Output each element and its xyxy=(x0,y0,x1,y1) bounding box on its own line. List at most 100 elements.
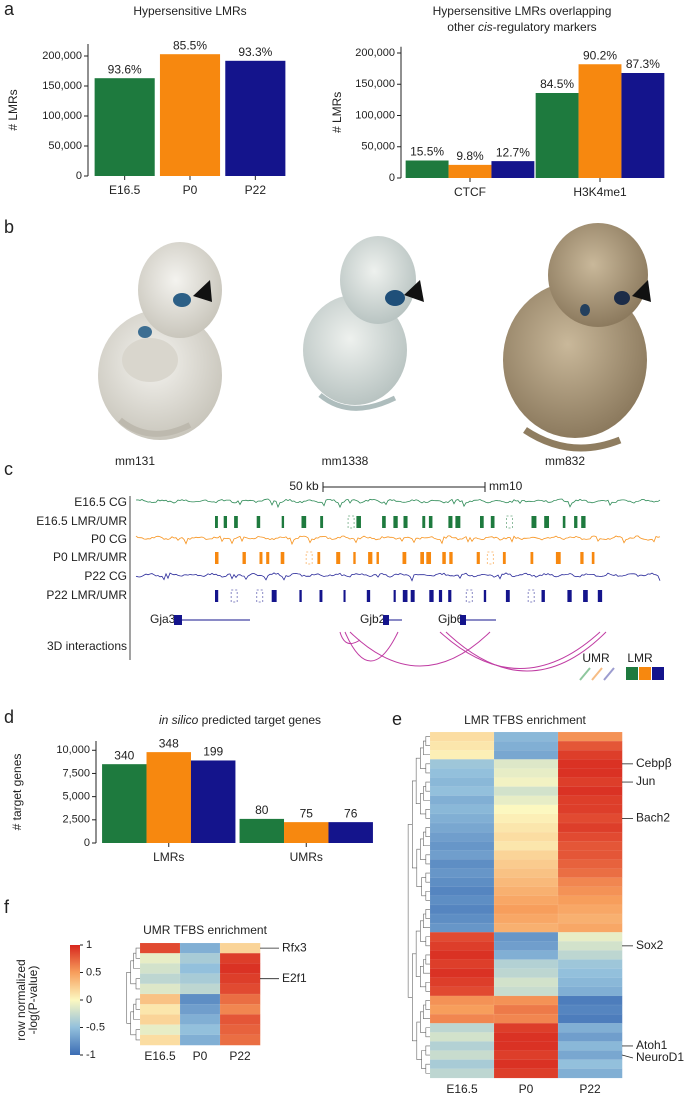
heatmap-cell xyxy=(429,1004,495,1015)
panel-label: c xyxy=(4,459,13,479)
region-mark xyxy=(502,552,506,564)
panel-label: b xyxy=(4,217,14,237)
heatmap-cell xyxy=(493,750,559,760)
gene-exon xyxy=(174,615,182,625)
heatmap-cell xyxy=(219,983,261,995)
interaction-arcs xyxy=(339,631,607,672)
x-tick-label: P0 xyxy=(183,183,198,197)
heatmap-cell xyxy=(429,868,495,879)
assembly-label: mm10 xyxy=(489,479,523,493)
region-mark xyxy=(555,552,561,564)
heatmap-cell xyxy=(429,1050,495,1061)
row-label: Rfx3 xyxy=(282,940,307,954)
bar-label: 75 xyxy=(300,806,314,820)
bar-label: 80 xyxy=(255,803,269,817)
heatmap-cell xyxy=(429,922,495,933)
region-mark xyxy=(527,589,535,603)
genome-track: 50 kb mm10 Gja3 Gjb2 Gjb6 3D interaction… xyxy=(47,479,664,681)
legend-lmr xyxy=(652,667,664,680)
heatmap-cell xyxy=(557,995,623,1006)
heatmap-cell xyxy=(557,868,623,879)
bar-label: 84.5% xyxy=(540,77,574,91)
panel-labels: a b c d e f xyxy=(4,0,402,917)
heatmap-cell xyxy=(557,768,623,778)
region-mark xyxy=(403,516,408,528)
region-mark xyxy=(422,516,426,528)
dendrogram xyxy=(135,998,140,1010)
heatmap-cell xyxy=(493,959,559,970)
bar xyxy=(578,64,622,178)
heatmap-cell xyxy=(139,973,181,985)
bar-label: 199 xyxy=(203,745,223,759)
heatmap-cell xyxy=(493,841,559,851)
heatmap-cell xyxy=(179,1004,221,1015)
heatmap-cell xyxy=(493,977,559,988)
region-mark xyxy=(402,552,407,564)
track-label: P22 CG xyxy=(84,569,127,583)
heatmap-cell xyxy=(219,1014,261,1026)
heatmap-cell xyxy=(429,895,495,906)
track-label: P0 CG xyxy=(91,532,127,546)
bar xyxy=(146,752,191,843)
heatmap-cell xyxy=(493,895,559,906)
embryo xyxy=(503,223,651,452)
dendrogram xyxy=(425,827,430,837)
heatmap-cell xyxy=(429,786,495,797)
region-mark xyxy=(486,551,494,565)
heatmap-cell xyxy=(557,977,623,988)
dendrogram xyxy=(421,877,426,897)
heatmap-cell xyxy=(493,950,559,960)
region-mark xyxy=(281,516,285,528)
track-label: P22 LMR/UMR xyxy=(46,588,127,602)
x-tick-label: UMRs xyxy=(290,850,323,864)
heatmap-cell xyxy=(557,831,623,842)
bar-label: 15.5% xyxy=(410,145,444,159)
row-label: E2f1 xyxy=(282,971,307,985)
dendrogram xyxy=(416,848,422,887)
heatmap-cell xyxy=(429,740,495,751)
dendrogram xyxy=(425,781,430,792)
heatmap-cell xyxy=(493,913,559,924)
dendrogram xyxy=(425,1063,430,1074)
heatmap-cell xyxy=(493,822,559,833)
heatmap-cell xyxy=(139,953,181,964)
column-label: E16.5 xyxy=(144,1049,176,1063)
dendrogram xyxy=(425,954,430,965)
heatmap-cell xyxy=(493,1023,559,1033)
heatmap-cell xyxy=(557,795,623,806)
heatmap-cell xyxy=(429,850,495,860)
heatmap-cell xyxy=(139,963,181,975)
dendrogram xyxy=(130,1011,136,1036)
bar-label: 12.7% xyxy=(496,145,530,159)
region-mark xyxy=(448,590,452,602)
heatmap-cell xyxy=(429,995,495,1006)
region-mark xyxy=(428,516,433,528)
heatmap-cell xyxy=(139,1034,181,1046)
x-tick-label: LMRs xyxy=(153,850,184,864)
heatmap-cell xyxy=(429,1068,495,1079)
y-tick-label: 0 xyxy=(389,172,395,184)
region-mark xyxy=(215,552,219,564)
heatmap-cell xyxy=(429,1023,495,1033)
heatmap-cell xyxy=(557,859,623,869)
legend-umr xyxy=(579,667,615,681)
y-tick-label: 5,000 xyxy=(62,791,90,803)
gene-label: Gjb2 xyxy=(360,612,386,626)
bar-label: 93.3% xyxy=(238,45,272,59)
heatmap-cell xyxy=(557,1004,623,1015)
region-mark xyxy=(353,552,356,564)
heatmap-cell xyxy=(429,913,495,924)
y-tick-label: 150,000 xyxy=(355,78,395,90)
gene-exon xyxy=(460,615,466,625)
region-mark xyxy=(299,590,302,602)
heatmap-cell xyxy=(493,786,559,797)
bar xyxy=(239,818,285,843)
heatmap-cell xyxy=(429,986,495,997)
region-mark xyxy=(343,590,346,602)
dendrogram xyxy=(420,920,426,942)
region-mark xyxy=(562,516,566,528)
heatmap-cell xyxy=(493,1004,559,1015)
panel-label: d xyxy=(4,707,14,727)
bar xyxy=(621,73,665,178)
y-tick-label: 100,000 xyxy=(355,109,395,121)
